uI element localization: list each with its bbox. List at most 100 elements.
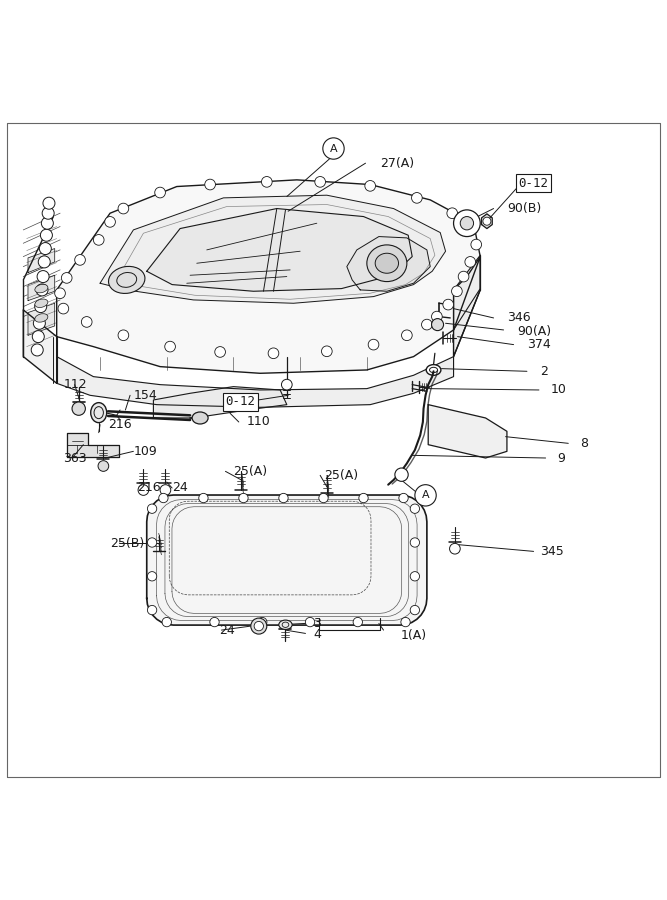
Text: 90(A): 90(A)	[517, 325, 551, 338]
Text: 24: 24	[219, 624, 235, 636]
Text: 374: 374	[527, 338, 551, 351]
Text: 90(B): 90(B)	[507, 202, 541, 215]
Circle shape	[365, 181, 376, 191]
Text: 1(A): 1(A)	[400, 629, 426, 642]
Circle shape	[471, 239, 482, 250]
Text: 9: 9	[557, 452, 565, 464]
Text: 4: 4	[313, 627, 321, 641]
Text: 0-12: 0-12	[225, 395, 255, 409]
Circle shape	[118, 203, 129, 214]
Text: 345: 345	[540, 544, 564, 558]
Circle shape	[415, 485, 436, 506]
Text: 25(B): 25(B)	[110, 537, 144, 550]
Circle shape	[98, 461, 109, 472]
Circle shape	[483, 217, 491, 225]
Circle shape	[305, 617, 315, 626]
Ellipse shape	[375, 253, 399, 274]
Polygon shape	[147, 495, 427, 626]
Circle shape	[155, 187, 165, 198]
Circle shape	[37, 271, 49, 283]
Circle shape	[261, 176, 272, 187]
Circle shape	[465, 256, 476, 267]
Circle shape	[443, 300, 454, 310]
Circle shape	[452, 286, 462, 297]
Text: 110: 110	[247, 416, 271, 428]
Circle shape	[138, 485, 149, 495]
Text: 25(A): 25(A)	[324, 469, 358, 482]
Circle shape	[319, 493, 328, 503]
Circle shape	[41, 217, 53, 230]
Circle shape	[279, 493, 288, 503]
Circle shape	[199, 493, 208, 503]
Circle shape	[268, 348, 279, 358]
Ellipse shape	[426, 364, 441, 375]
Circle shape	[43, 197, 55, 209]
Polygon shape	[67, 433, 119, 456]
Circle shape	[36, 284, 48, 296]
Circle shape	[147, 606, 157, 615]
Polygon shape	[347, 237, 430, 292]
Circle shape	[81, 317, 92, 328]
Text: 216: 216	[108, 418, 131, 431]
Circle shape	[147, 504, 157, 513]
Circle shape	[410, 538, 420, 547]
Polygon shape	[153, 387, 287, 418]
Circle shape	[401, 617, 410, 626]
Circle shape	[58, 303, 69, 314]
Text: A: A	[422, 491, 430, 500]
Circle shape	[359, 493, 368, 503]
Polygon shape	[28, 248, 55, 273]
Text: 2: 2	[540, 364, 548, 378]
Polygon shape	[454, 256, 480, 330]
Ellipse shape	[35, 299, 48, 308]
Polygon shape	[100, 195, 446, 303]
Ellipse shape	[35, 314, 48, 322]
Circle shape	[251, 618, 267, 634]
Circle shape	[93, 235, 104, 245]
Circle shape	[458, 271, 469, 282]
Circle shape	[368, 339, 379, 350]
Circle shape	[42, 207, 54, 220]
Circle shape	[239, 493, 248, 503]
Text: 10: 10	[550, 383, 566, 397]
Polygon shape	[28, 303, 55, 336]
Circle shape	[147, 538, 157, 547]
Text: 0-12: 0-12	[519, 176, 548, 190]
Circle shape	[159, 493, 168, 503]
Circle shape	[254, 621, 263, 631]
Circle shape	[399, 493, 408, 503]
Circle shape	[31, 344, 43, 356]
Polygon shape	[28, 275, 55, 301]
Circle shape	[281, 379, 292, 390]
Ellipse shape	[192, 412, 208, 424]
Circle shape	[210, 617, 219, 626]
Circle shape	[160, 485, 171, 495]
Text: A: A	[329, 143, 338, 154]
Polygon shape	[57, 180, 480, 374]
Circle shape	[257, 617, 267, 626]
Circle shape	[402, 330, 412, 340]
Circle shape	[35, 301, 47, 312]
Ellipse shape	[91, 402, 107, 423]
Text: 3: 3	[313, 616, 321, 630]
Polygon shape	[147, 209, 412, 292]
Circle shape	[72, 402, 85, 415]
Polygon shape	[23, 310, 57, 383]
Polygon shape	[482, 214, 492, 229]
Polygon shape	[454, 256, 480, 356]
Circle shape	[454, 210, 480, 237]
Circle shape	[410, 572, 420, 581]
Circle shape	[105, 217, 115, 227]
Text: 109: 109	[133, 445, 157, 458]
Circle shape	[55, 288, 65, 299]
Ellipse shape	[279, 620, 292, 629]
Polygon shape	[57, 356, 454, 408]
Circle shape	[162, 617, 171, 626]
Circle shape	[38, 256, 50, 268]
Circle shape	[432, 311, 442, 322]
Circle shape	[321, 346, 332, 356]
Circle shape	[410, 606, 420, 615]
Ellipse shape	[35, 284, 48, 292]
Circle shape	[215, 346, 225, 357]
Circle shape	[395, 468, 408, 482]
